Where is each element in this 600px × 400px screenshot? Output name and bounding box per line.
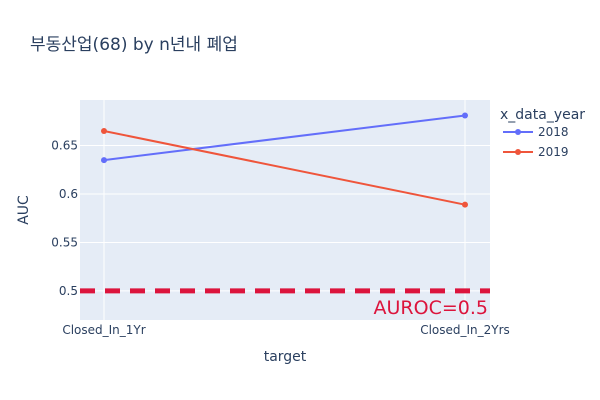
- chart-title: 부동산업(68) by n년내 폐업: [30, 35, 238, 55]
- x-tick-labels: Closed_In_1Yr Closed_In_2Yrs: [62, 323, 509, 337]
- y-tick-label: 0.5: [59, 284, 78, 298]
- x-tick-label: Closed_In_2Yrs: [420, 323, 510, 337]
- legend-label-2018: 2018: [538, 125, 569, 139]
- y-axis-label: AUC: [16, 195, 32, 225]
- data-point-2019: [462, 201, 468, 208]
- series-line-2018: [103, 114, 466, 162]
- x-axis-label: target: [264, 349, 307, 365]
- legend-label-2019: 2019: [538, 145, 569, 159]
- reference-line-label: AUROC=0.5: [374, 297, 488, 319]
- y-tick-label: 0.55: [51, 235, 78, 249]
- series-line-2019: [103, 130, 466, 206]
- series-group: [101, 112, 468, 208]
- legend-marker-2019: [515, 149, 521, 155]
- reference-line-group: AUROC=0.5: [80, 288, 490, 319]
- legend-marker-2018: [515, 129, 521, 135]
- y-tick-labels: 0.5 0.55 0.6 0.65: [51, 139, 78, 298]
- legend: x_data_year 2018 2019: [500, 107, 585, 159]
- data-point-2018: [101, 157, 107, 164]
- grid-lines: [80, 100, 490, 320]
- data-point-2018: [462, 112, 468, 119]
- y-tick-label: 0.65: [51, 139, 78, 153]
- y-tick-label: 0.6: [59, 187, 78, 201]
- x-tick-label: Closed_In_1Yr: [62, 323, 145, 337]
- data-point-2019: [101, 128, 107, 135]
- legend-title: x_data_year: [500, 107, 585, 123]
- plot-area: [80, 100, 490, 320]
